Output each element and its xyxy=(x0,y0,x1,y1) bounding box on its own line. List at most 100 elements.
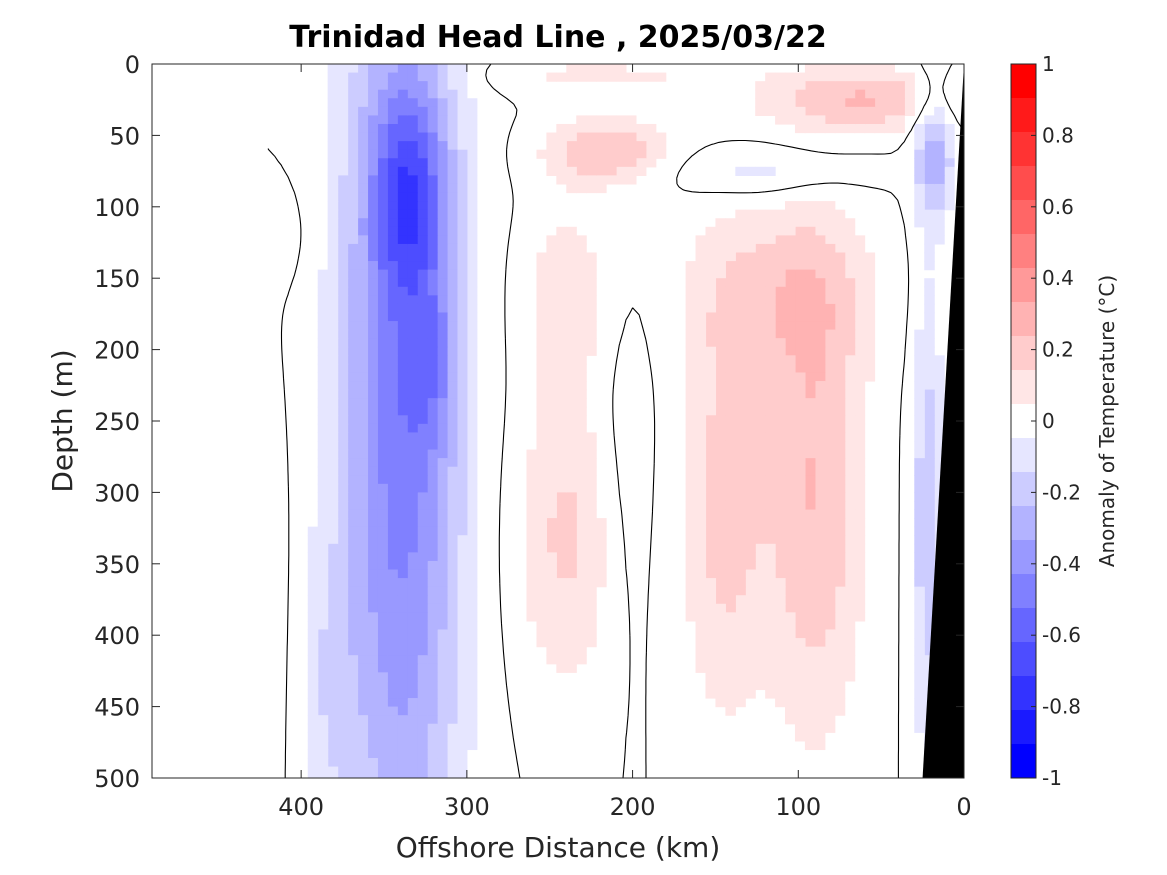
contour-cell xyxy=(794,252,806,262)
contour-cell xyxy=(337,338,349,348)
contour-cell xyxy=(397,201,408,211)
contour-cell xyxy=(586,123,597,134)
contour-cell xyxy=(377,672,388,682)
contour-cell xyxy=(536,578,547,588)
contour-cell xyxy=(914,483,925,493)
contour-cell xyxy=(357,81,369,91)
contour-cell xyxy=(566,423,577,434)
contour-cell xyxy=(427,243,438,254)
contour-cell xyxy=(794,449,806,459)
contour-cell xyxy=(556,158,567,168)
contour-cell xyxy=(794,381,806,391)
contour-cell xyxy=(357,655,369,665)
contour-cell xyxy=(456,72,468,82)
contour-cell xyxy=(327,466,339,476)
contour-cell xyxy=(804,500,816,511)
contour-cell xyxy=(437,346,448,356)
contour-cell xyxy=(367,209,378,219)
contour-cell xyxy=(347,449,359,459)
contour-cell xyxy=(755,81,766,91)
contour-cell xyxy=(367,578,378,588)
contour-cell xyxy=(337,475,349,485)
contour-cell xyxy=(387,775,398,778)
contour-cell xyxy=(317,398,329,408)
contour-cell xyxy=(854,321,866,331)
contour-cell xyxy=(556,595,567,605)
contour-cell xyxy=(894,72,905,82)
contour-cell xyxy=(387,543,398,553)
contour-cell xyxy=(437,423,448,434)
contour-cell xyxy=(397,586,408,596)
contour-cell xyxy=(715,672,726,682)
contour-cell xyxy=(834,492,846,502)
y-tick-label: 200 xyxy=(94,337,140,365)
contour-cell xyxy=(417,209,428,219)
contour-cell xyxy=(546,449,557,459)
contour-cell xyxy=(367,72,378,82)
contour-cell xyxy=(327,526,339,536)
contour-cell xyxy=(844,449,856,459)
contour-cell xyxy=(556,475,567,485)
contour-cell xyxy=(944,123,955,134)
contour-cell xyxy=(566,372,577,382)
contour-cell xyxy=(446,543,458,553)
contour-cell xyxy=(914,535,925,545)
contour-cell xyxy=(804,106,816,117)
contour-cell xyxy=(317,749,329,759)
contour-cell xyxy=(387,329,398,339)
contour-cell xyxy=(785,518,796,528)
contour-cell xyxy=(616,175,627,185)
contour-cell xyxy=(745,655,756,665)
contour-cell xyxy=(794,303,806,314)
contour-cell xyxy=(715,321,726,331)
contour-cell xyxy=(864,338,876,348)
contour-cell xyxy=(546,475,557,485)
contour-cell xyxy=(367,158,378,168)
contour-cell xyxy=(466,706,478,716)
contour-cell xyxy=(327,740,339,751)
contour-cell xyxy=(834,64,846,74)
contour-cell xyxy=(437,569,448,579)
x-tick-label: 200 xyxy=(610,793,656,821)
contour-cell xyxy=(765,381,776,391)
contour-cell xyxy=(536,415,547,425)
contour-cell xyxy=(844,72,856,82)
contour-cell xyxy=(685,363,697,374)
contour-cell xyxy=(844,363,856,374)
y-tick-label: 50 xyxy=(109,122,140,150)
contour-cell xyxy=(456,423,468,434)
contour-cell xyxy=(446,423,458,434)
contour-cell xyxy=(814,569,826,579)
contour-cell xyxy=(307,569,319,579)
contour-cell xyxy=(755,355,766,365)
contour-cell xyxy=(794,123,806,134)
contour-cell xyxy=(466,338,478,348)
contour-cell xyxy=(317,638,329,648)
contour-cell xyxy=(437,620,448,631)
contour-cell xyxy=(437,329,448,339)
contour-cell xyxy=(397,389,408,399)
contour-cell xyxy=(546,552,557,562)
contour-cell xyxy=(924,338,935,348)
contour-cell xyxy=(785,595,796,605)
contour-cell xyxy=(327,535,339,545)
contour-cell xyxy=(794,278,806,288)
y-tick-label: 400 xyxy=(94,622,140,650)
contour-cell xyxy=(377,329,388,339)
contour-cell xyxy=(834,509,846,519)
contour-cell xyxy=(367,261,378,271)
contour-cell xyxy=(526,458,538,468)
contour-cell xyxy=(824,201,836,211)
contour-cell xyxy=(566,629,577,639)
contour-cell xyxy=(576,303,587,314)
contour-cell xyxy=(347,201,359,211)
contour-cell xyxy=(715,423,726,434)
contour-cell xyxy=(337,372,349,382)
contour-cell xyxy=(556,629,567,639)
contour-cell xyxy=(735,303,746,314)
contour-cell xyxy=(367,89,378,99)
contour-cell xyxy=(765,603,776,613)
contour-cell xyxy=(327,115,339,125)
contour-cell xyxy=(546,158,557,168)
contour-cell xyxy=(735,338,746,348)
